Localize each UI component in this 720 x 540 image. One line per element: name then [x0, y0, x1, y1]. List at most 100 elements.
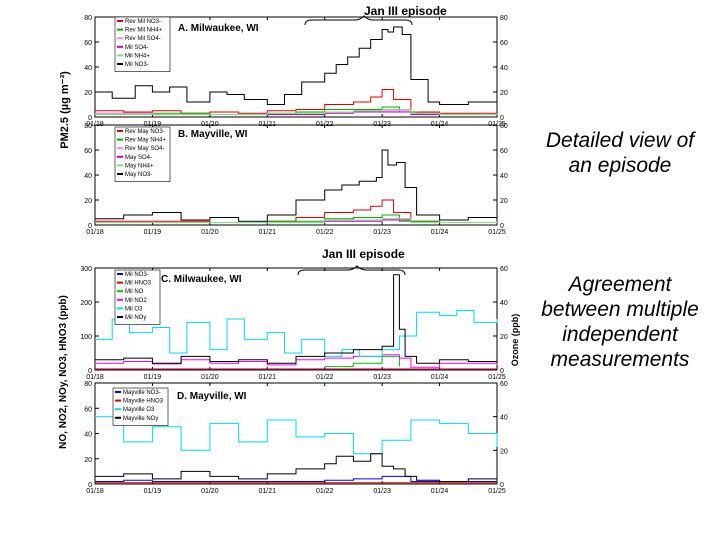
x-tick-label: 01/21 [259, 374, 277, 381]
y2-tick-label: 60 [500, 266, 508, 273]
y-tick-label: 60 [84, 40, 92, 47]
x-tick-label: 01/25 [488, 229, 506, 236]
series-line [95, 26, 498, 105]
y-tick-label: 300 [80, 266, 92, 273]
legend-label: Rev Mil NO3- [125, 19, 161, 25]
x-tick-label: 01/22 [316, 488, 334, 495]
series-line [95, 109, 497, 115]
y2-tick-label: 0 [500, 368, 504, 375]
panels: 02040608002040608001/1801/1901/2001/2101… [80, 15, 508, 495]
legend-label: Mil NOy [125, 315, 146, 321]
x-tick-label: 01/19 [144, 488, 162, 495]
y-tick-label: 40 [84, 432, 92, 439]
axis-label-pm25: PM2.5 (µg m⁻³) [59, 71, 71, 149]
y-tick-label: 80 [84, 15, 92, 22]
y-tick-label: 20 [84, 198, 92, 205]
legend-label: May NO3- [125, 172, 152, 178]
y-tick-label: 20 [84, 457, 92, 464]
x-tick-label: 01/20 [201, 374, 219, 381]
legend-label: Mil NO3- [125, 62, 149, 68]
legend-label: Mil NO3- [125, 272, 149, 278]
legend-label: Mil HNO3 [125, 281, 152, 287]
x-tick-label: 01/24 [431, 229, 449, 236]
episode-brace-top [304, 15, 413, 26]
legend-label: Mayville NOy [123, 416, 158, 422]
episode-brace-bottom [297, 265, 406, 276]
series-line [95, 354, 498, 368]
y2-tick-label: 0 [500, 115, 504, 122]
x-tick-label: 01/18 [86, 229, 104, 236]
series-line [95, 416, 498, 455]
x-tick-label: 01/23 [373, 488, 391, 495]
legend-box [114, 16, 171, 72]
callout-agreement-line3: independent [562, 323, 678, 346]
legend-label: Mil O3 [125, 306, 143, 312]
x-tick-label: 01/18 [86, 374, 104, 381]
legend-box [114, 126, 171, 182]
legend-label: May SO4- [125, 155, 152, 161]
x-tick-label: 01/21 [259, 488, 277, 495]
y2-tick-label: 60 [500, 40, 508, 47]
legend-label: Mayville O3 [123, 407, 155, 413]
y-tick-label: 60 [84, 148, 92, 155]
legend-label: May NH4+ [125, 163, 154, 169]
y2-tick-label: 20 [500, 198, 508, 205]
chart-panel-D: 0 20 40 60 80 0 20 40 60 01/18 01/19 01/20 01/21 01/2… [84, 381, 508, 495]
callout-agreement-line2: between multiple [541, 298, 699, 321]
series-line [95, 274, 498, 364]
legend: Mil NO3- Mil HNO3 Mil NO Mil NO2 Mil O3 Mil N… [114, 269, 161, 325]
y-tick-label: 40 [84, 173, 92, 180]
legend: Rev May NO3- Rev May NH4+ Rev May SO4- May … [114, 126, 171, 182]
series-line [95, 149, 498, 222]
y-tick-label: 80 [84, 381, 92, 388]
y-tick-label: 0 [88, 223, 92, 230]
axis-label-ozone: Ozone (ppb) [510, 314, 520, 367]
y-tick-label: 80 [84, 123, 92, 130]
x-tick-label: 01/19 [144, 229, 162, 236]
chart-panel-B: 0 20 40 60 80 0 20 40 60 80 01/18 01/19 01/20 01/21 01… [84, 123, 508, 236]
y-tick-label: 0 [88, 115, 92, 122]
callout-agreement: Agreement between multiple independent m… [520, 272, 720, 372]
x-tick-label: 01/19 [144, 374, 162, 381]
legend-box [112, 387, 169, 426]
y2-tick-label: 20 [500, 334, 508, 341]
panel-title: C. Milwaukee, WI [161, 274, 242, 285]
panel-title: B. Mayville, WI [178, 129, 248, 140]
y2-tick-label: 60 [500, 381, 508, 388]
chart-panel-A: 02040608002040608001/1801/1901/2001/2101… [84, 15, 508, 128]
y2-tick-label: 40 [500, 65, 508, 72]
y-tick-label: 0 [88, 482, 92, 489]
legend-label: Rev Mil NH4+ [125, 28, 163, 34]
y2-tick-label: 20 [500, 90, 508, 97]
x-tick-label: 01/22 [316, 229, 334, 236]
y2-tick-label: 80 [500, 123, 508, 130]
legend: Rev Mil NO3- Rev Mil NH4+ Rev Mil SO4- Mil … [114, 16, 171, 72]
legend-label: Mil NH4+ [125, 53, 150, 59]
y2-tick-label: 0 [500, 482, 504, 489]
legend-box [114, 269, 161, 325]
x-tick-label: 01/23 [373, 374, 391, 381]
legend-label: Mayville NO3- [123, 390, 161, 396]
x-tick-label: 01/22 [316, 374, 334, 381]
series-line [95, 310, 498, 357]
y2-tick-label: 0 [500, 223, 504, 230]
callout-agreement-line1: Agreement [568, 273, 672, 296]
x-tick-label: 01/21 [259, 229, 277, 236]
callout-episode-line1: Detailed view of [545, 129, 695, 152]
callout-episode-line2: an episode [568, 154, 672, 177]
axis-label-nox: NO, NO2, NOy, NO3, HNO3 (ppb) [58, 295, 69, 449]
legend-label: Rev May SO4- [125, 146, 164, 152]
legend-label: Mayville HNO3 [123, 399, 164, 405]
x-tick-label: 01/24 [431, 374, 449, 381]
x-tick-label: 01/23 [373, 229, 391, 236]
y2-tick-label: 40 [500, 173, 508, 180]
y-tick-label: 200 [80, 300, 92, 307]
legend-label: Mil NO2 [125, 298, 147, 304]
y2-tick-label: 20 [500, 448, 508, 455]
x-tick-label: 01/25 [488, 374, 506, 381]
series-line [95, 218, 497, 223]
legend-label: Rev May NO3- [125, 129, 165, 135]
x-tick-label: 01/24 [431, 488, 449, 495]
x-tick-label: 01/18 [86, 488, 104, 495]
